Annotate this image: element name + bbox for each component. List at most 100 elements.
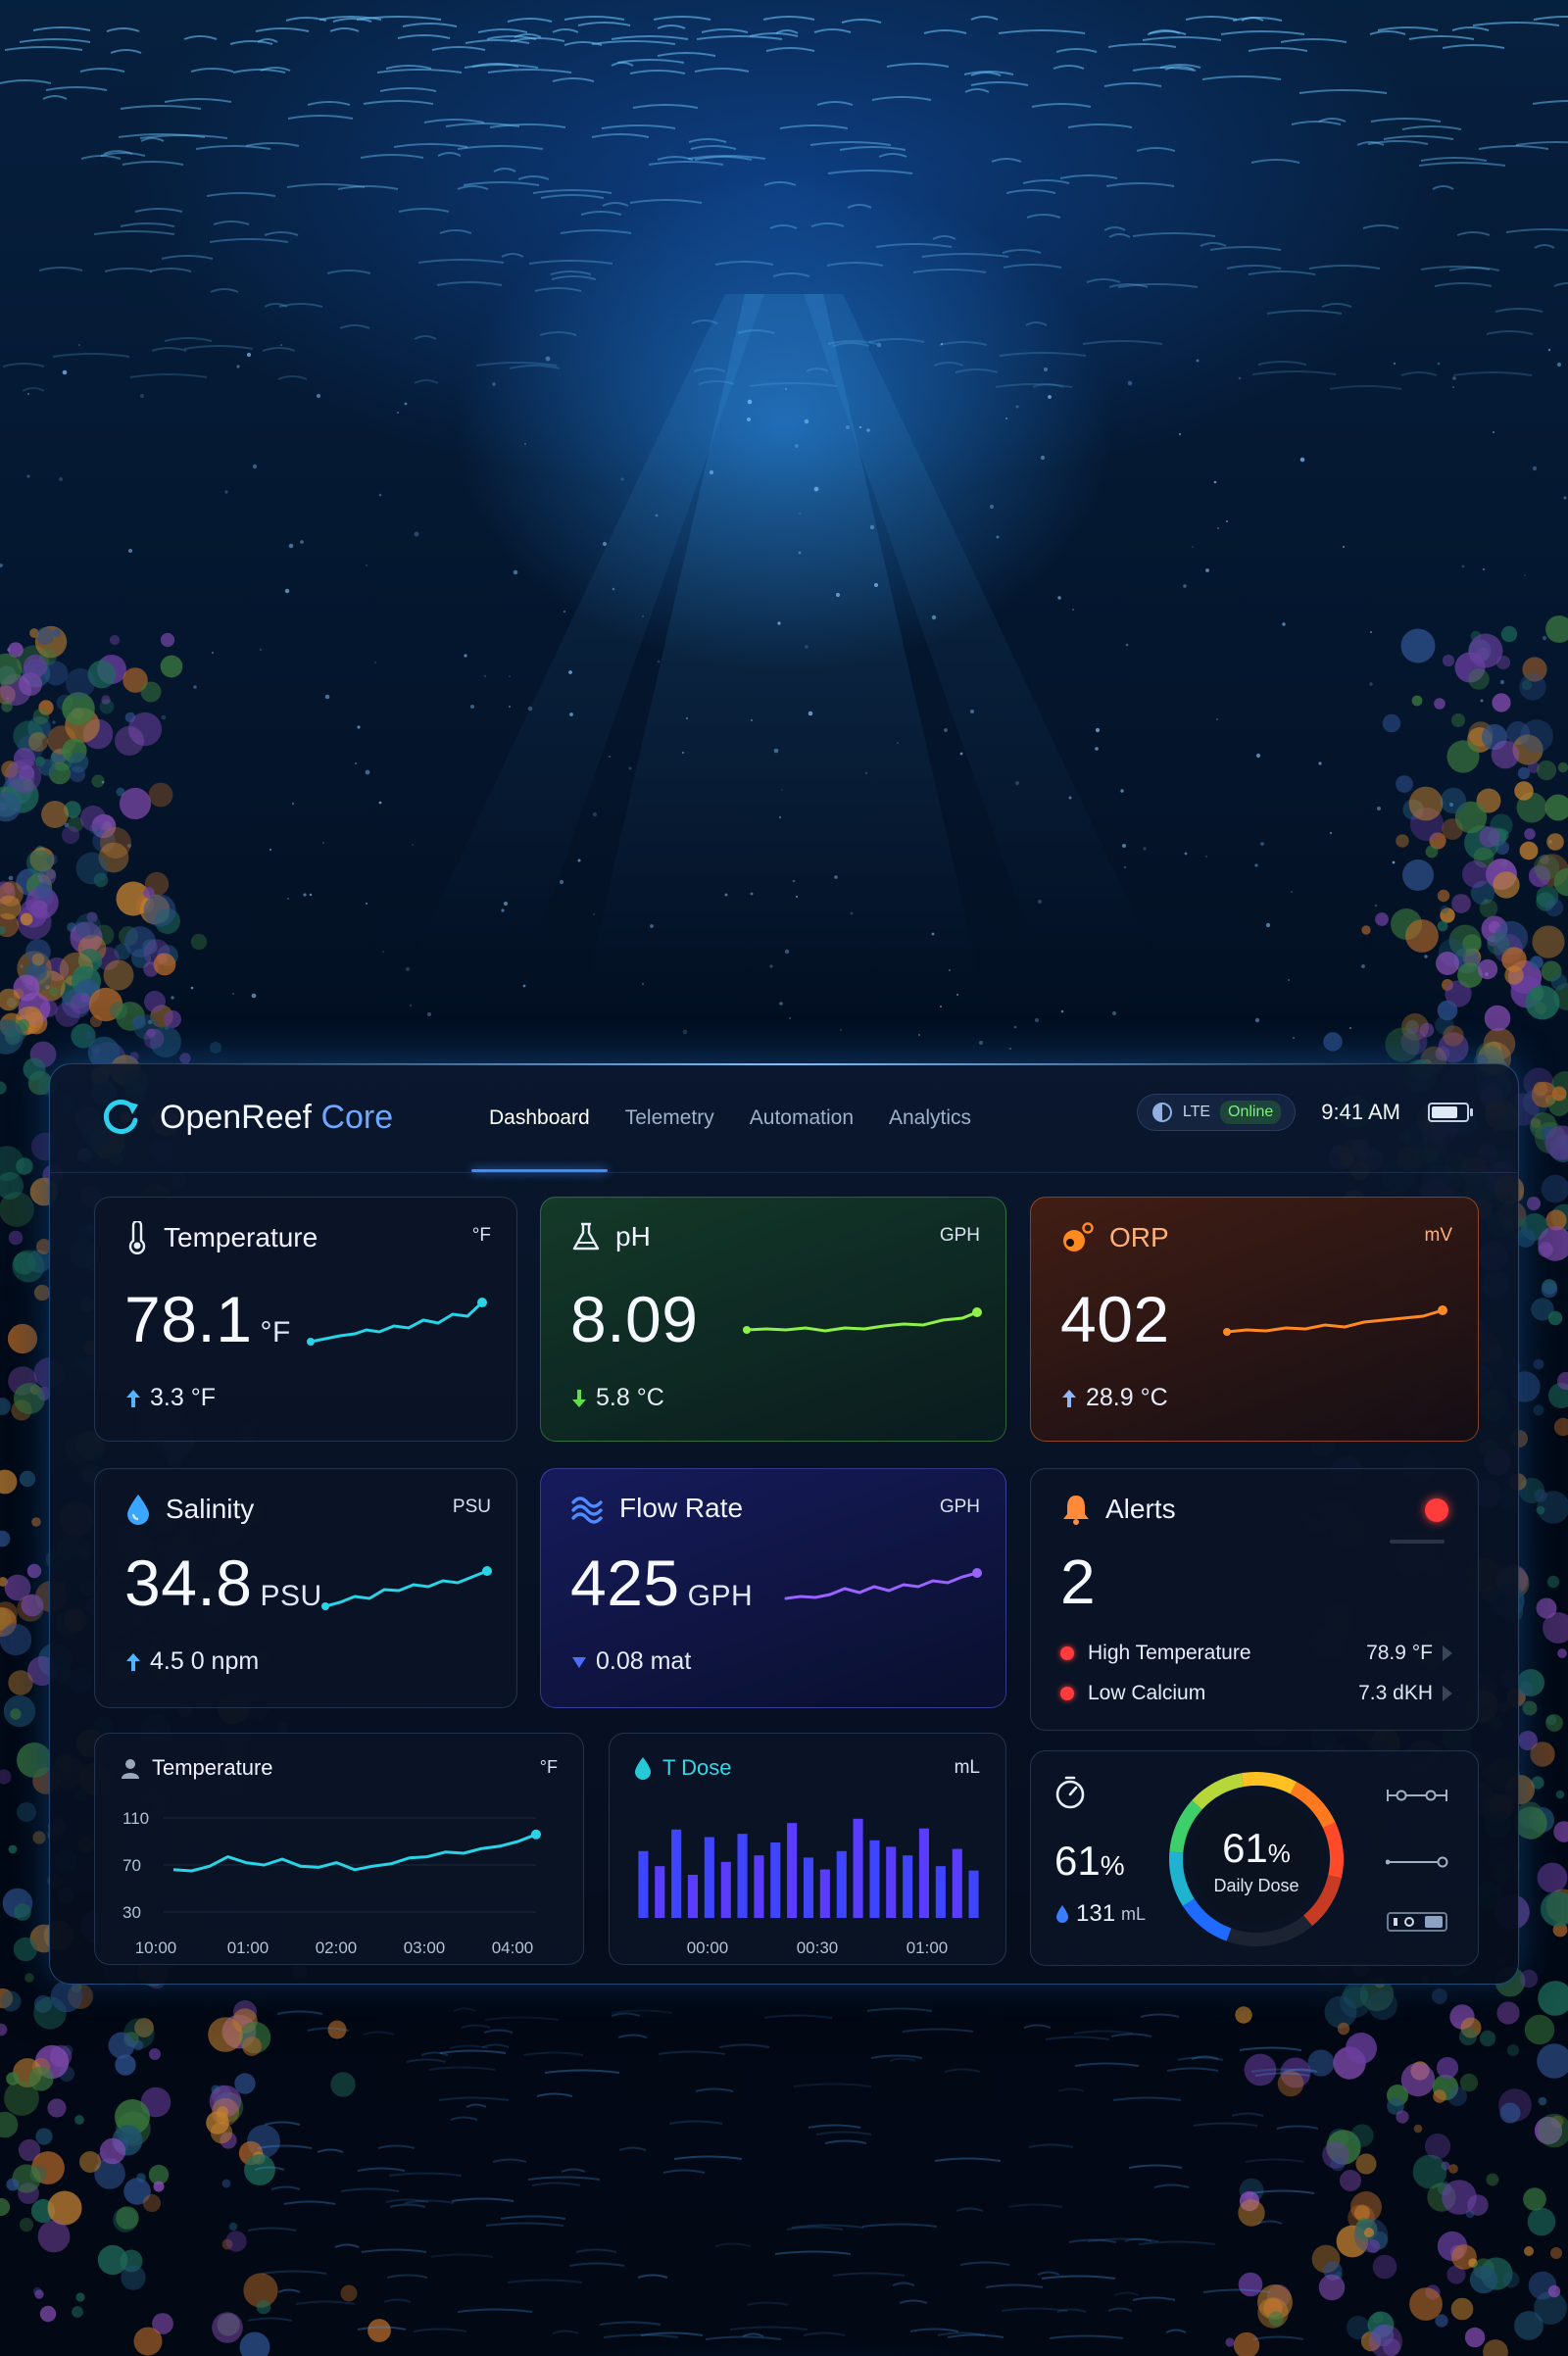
coral-blob (0, 791, 22, 822)
particle (876, 342, 882, 348)
coral-blob (1533, 1358, 1544, 1370)
ripple (1408, 35, 1475, 40)
temperature-card[interactable]: Temperature °F 78.1 °F 3.3 °F (94, 1197, 517, 1442)
ripple (439, 2049, 507, 2054)
coral-blob (35, 882, 53, 900)
coral-blob (1519, 673, 1546, 701)
ripple (749, 32, 799, 37)
coral-blob (0, 1398, 11, 1415)
coral-blob (1491, 740, 1520, 769)
ripple (694, 156, 753, 161)
toggle-switch-icon[interactable] (1386, 1910, 1448, 1934)
ripple (457, 185, 489, 190)
alerts-card[interactable]: Alerts 2 High Temperature 78.9 °F Low Ca… (1030, 1468, 1479, 1731)
ripple (1103, 82, 1162, 87)
salinity-card[interactable]: Salinity PSU 34.8 PSU 4.5 0 npm (94, 1468, 517, 1708)
particle (1122, 844, 1126, 848)
coral-blob (1, 701, 13, 712)
coral-blob (72, 708, 83, 719)
coral-blob (155, 908, 180, 934)
ripple (1418, 162, 1506, 167)
ripple (420, 2051, 449, 2056)
ripple (1002, 249, 1042, 254)
coral-blob (114, 943, 131, 960)
particle (1238, 376, 1242, 380)
coral-blob (92, 829, 116, 853)
coral-blob (16, 868, 43, 896)
ripple (878, 153, 907, 158)
coral-blob (62, 738, 87, 763)
orp-card[interactable]: ORP mV 402 28.9 °C (1030, 1197, 1479, 1442)
coral-blob (91, 774, 105, 788)
coral-blob (1412, 2154, 1447, 2189)
ripple (0, 79, 52, 84)
coral-blob (1385, 1027, 1420, 1062)
ripple (430, 2253, 494, 2258)
alert-value: 78.9 °F (1366, 1642, 1433, 1664)
coral-blob (1537, 1862, 1568, 1893)
coral-blob (18, 2183, 39, 2204)
ripple (103, 150, 133, 155)
particle (252, 464, 258, 469)
coral-blob (1537, 1491, 1568, 1524)
ripple (477, 28, 528, 33)
coral-blob (1510, 975, 1544, 1008)
coral-blob (1507, 2044, 1519, 2056)
gauge-arc (1168, 1771, 1344, 1941)
particle (866, 428, 870, 432)
coral-blob (47, 725, 76, 755)
coral-blob (0, 1607, 17, 1637)
particle (592, 811, 598, 817)
ph-card[interactable]: pH GPH 8.09 5.8 °C (540, 1197, 1006, 1442)
slider-control-icon[interactable] (1386, 1853, 1448, 1871)
particle (869, 524, 875, 530)
particle (996, 535, 1000, 539)
ripple (245, 142, 300, 147)
coral-blob (1542, 1125, 1565, 1149)
particle (1329, 831, 1333, 835)
coral-blob (123, 2032, 139, 2047)
alert-item[interactable]: High Temperature 78.9 °F (1060, 1642, 1452, 1665)
alert-item[interactable]: Low Calcium 7.3 dKH (1060, 1682, 1452, 1705)
ripple (276, 2010, 323, 2015)
particle (1485, 972, 1489, 976)
coral-blob (210, 1042, 221, 1054)
ripple (616, 59, 685, 64)
daily-dose-card[interactable]: 61% 131 mL 61% Daily Dose (1030, 1750, 1479, 1966)
coral-blob (1440, 908, 1455, 923)
particle (1072, 609, 1074, 611)
ripple (648, 161, 724, 166)
coral-blob (221, 2179, 231, 2188)
brand[interactable]: OpenReef Core (99, 1096, 393, 1139)
ripple (339, 324, 370, 329)
dose-bar (655, 1866, 665, 1918)
ripple (956, 2207, 984, 2212)
coral-blob (89, 1014, 103, 1028)
dose-chart-card[interactable]: T Dose mL 00:00 00:30 01:00 (609, 1733, 1006, 1965)
coral-blob (1268, 2311, 1284, 2327)
tab-dashboard[interactable]: Dashboard (471, 1064, 608, 1172)
coral-blob (1311, 2244, 1341, 2274)
flow-rate-card[interactable]: Flow Rate GPH 425 GPH 0.08 mat (540, 1468, 1006, 1708)
coral-blob (1544, 898, 1564, 917)
particle (650, 924, 654, 928)
ripple (985, 2283, 1044, 2288)
ripple (827, 170, 913, 174)
coral-blob (1548, 1095, 1568, 1116)
particle (989, 504, 995, 510)
coral-blob (1536, 1505, 1545, 1515)
tab-analytics[interactable]: Analytics (889, 1106, 972, 1129)
ripple (527, 2176, 601, 2181)
particle (101, 780, 105, 784)
coral-blob (21, 961, 52, 993)
sliders-icon[interactable] (1386, 1787, 1448, 1804)
tab-telemetry[interactable]: Telemetry (624, 1106, 714, 1129)
connection-status[interactable]: LTE Online (1136, 1094, 1297, 1131)
coral-blob (1522, 657, 1547, 682)
coral-blob (25, 872, 53, 900)
coral-blob (52, 628, 62, 638)
tab-automation[interactable]: Automation (749, 1106, 854, 1129)
thermometer-icon (128, 1221, 146, 1254)
coral-blob (115, 2099, 150, 2135)
temperature-chart-card[interactable]: Temperature °F 110 70 30 10:00 01:00 02:… (94, 1733, 584, 1965)
